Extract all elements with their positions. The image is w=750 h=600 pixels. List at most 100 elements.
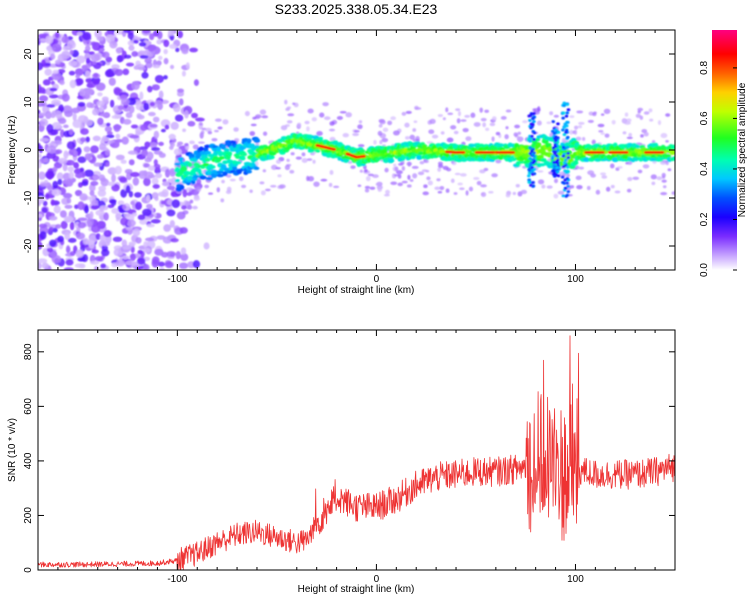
- spectrogram-blob: [125, 260, 135, 266]
- spectrogram-blob: [170, 176, 177, 186]
- spectrogram-blob: [385, 189, 390, 195]
- spectrogram-blob: [64, 180, 74, 187]
- spectrogram-blob: [357, 184, 362, 188]
- spectrogram-blob: [592, 112, 597, 117]
- spectrogram-blob: [181, 205, 187, 210]
- spectrogram-blob: [611, 120, 616, 125]
- spectrogram-ridge: [220, 164, 227, 170]
- spectrogram-spike: [552, 174, 557, 178]
- spectrogram-ridge: [497, 143, 504, 147]
- spectrogram-blob: [514, 124, 521, 129]
- colorbar-tick-label: 0.6: [699, 111, 710, 125]
- spectrogram-blob: [111, 173, 116, 183]
- spectrogram-blob: [546, 185, 553, 189]
- spectrogram-blob: [51, 189, 62, 197]
- spectrogram-blob: [476, 180, 482, 186]
- spectrogram-ridge: [249, 143, 256, 148]
- spectrogram-blob: [105, 149, 111, 156]
- spectrogram-spike: [565, 193, 570, 197]
- spectrogram-blob: [61, 35, 69, 44]
- spectrogram-blob: [289, 169, 295, 174]
- spectrogram-blob: [488, 191, 494, 194]
- spectrogram-blob: [38, 145, 44, 154]
- spectrogram-blob: [130, 124, 139, 129]
- spectrogram-blob: [169, 44, 177, 49]
- spectrogram-peak: [361, 154, 366, 158]
- snr-background: [38, 330, 675, 570]
- spectrogram-blob: [120, 217, 128, 226]
- spectrogram-blob: [397, 182, 403, 187]
- spectrogram-ridge: [225, 155, 231, 160]
- spectrogram-ridge: [267, 155, 275, 160]
- spectrogram-blob: [603, 108, 611, 114]
- spectrogram-spike: [527, 174, 531, 178]
- spectrogram-blob: [154, 74, 164, 84]
- spectrogram-ridge: [216, 170, 224, 174]
- spectrogram-blob: [643, 131, 649, 137]
- spectrogram-blob: [65, 245, 71, 254]
- spectrogram-blob: [69, 49, 74, 55]
- spectrogram-blob: [96, 154, 104, 159]
- spectrogram-blob: [225, 174, 232, 178]
- spectrogram-blob: [92, 60, 97, 66]
- spectrogram-blob: [103, 212, 109, 221]
- spectrogram-blob: [51, 254, 62, 264]
- spectrogram-blob: [137, 249, 143, 255]
- spectrogram-blob: [41, 207, 48, 214]
- spectrogram-blob: [63, 150, 69, 159]
- spectrogram-blob: [304, 120, 310, 125]
- spectrogram-blob: [50, 199, 55, 206]
- spectrogram-blob: [100, 177, 107, 182]
- spectrogram-blob: [97, 92, 103, 97]
- spectrogram-blob: [154, 248, 164, 256]
- spectrogram-blob: [465, 190, 469, 196]
- spectrogram-blob: [115, 212, 122, 220]
- spectrogram-blob: [114, 165, 122, 175]
- spectrogram-blob: [394, 166, 399, 172]
- spectrogram-blob: [626, 136, 633, 140]
- spectrogram-blob: [73, 150, 78, 158]
- spectrogram-blob: [431, 134, 439, 139]
- spectrogram-blob: [460, 119, 467, 122]
- spectrogram-blob: [627, 176, 633, 182]
- spectrogram-blob: [412, 173, 418, 179]
- spectrogram-blob: [117, 105, 125, 111]
- spectrogram-blob: [454, 172, 461, 176]
- spectrogram-blob: [598, 129, 604, 133]
- spectrogram-ridge: [218, 156, 226, 160]
- spectrogram-spike: [561, 116, 565, 120]
- spectrogram-blob: [401, 165, 406, 171]
- spectrogram-ridge: [222, 171, 228, 177]
- spectrogram-blob: [627, 161, 633, 165]
- spectrogram-ridge: [174, 162, 181, 166]
- spectrogram-blob: [38, 223, 48, 228]
- spectrogram-blob: [537, 106, 541, 112]
- spectrogram-ridge: [671, 156, 675, 161]
- spectrogram-blob: [123, 213, 131, 217]
- spectrogram-blob: [427, 180, 433, 186]
- spectrogram-blob: [65, 216, 72, 223]
- spectrogram-blob: [129, 134, 140, 139]
- spectrogram-blob: [145, 237, 155, 242]
- spectrogram-blob: [182, 189, 188, 198]
- spectrogram-spike: [527, 178, 531, 182]
- spectrogram-blob: [54, 59, 61, 65]
- spectrogram-blob: [99, 206, 105, 212]
- spectrogram-blob: [137, 214, 146, 221]
- spectrogram-blob: [136, 257, 146, 265]
- spectrogram-ridge: [572, 160, 579, 166]
- spectrogram-blob: [80, 137, 86, 143]
- x-tick-label: -100: [167, 574, 187, 585]
- spectrogram-blob: [192, 260, 201, 269]
- spectrogram-blob: [657, 120, 662, 126]
- spectrogram-blob: [57, 178, 63, 186]
- spectrogram-blob: [649, 118, 654, 122]
- spectrogram-blob: [513, 132, 518, 137]
- spectrogram-blob: [147, 44, 155, 52]
- spectrogram-blob: [447, 112, 454, 116]
- spectrogram-blob: [122, 245, 132, 250]
- spectrogram-blob: [311, 117, 317, 122]
- spectrogram-blob: [357, 124, 363, 130]
- spectrogram-blob: [462, 128, 469, 133]
- spectrogram-blob: [104, 69, 115, 78]
